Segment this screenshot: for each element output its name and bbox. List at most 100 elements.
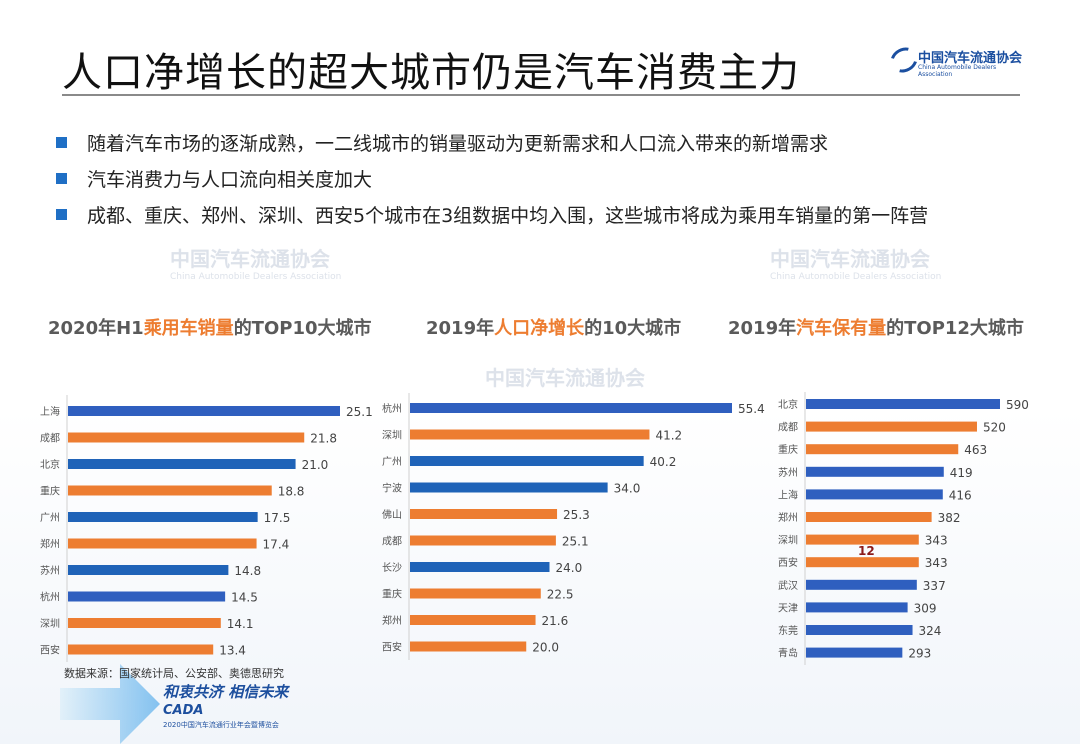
bar [410, 641, 527, 652]
bar [410, 403, 732, 413]
bar [410, 482, 608, 493]
category-label: 重庆 [382, 588, 402, 601]
bar [806, 512, 932, 522]
data-label: 309 [914, 601, 937, 615]
bar [806, 647, 903, 658]
bar [410, 456, 644, 466]
category-label: 成都 [778, 422, 798, 434]
category-label: 深圳 [382, 430, 402, 442]
category-label: 郑州 [382, 614, 402, 627]
footer-slogan: 和衷共济 相信未来 [163, 683, 289, 701]
category-label: 成都 [382, 536, 402, 548]
data-label: 40.2 [650, 455, 677, 469]
watermark: 中国汽车流通协会 [485, 366, 645, 390]
category-label: 东莞 [778, 624, 798, 637]
category-label: 北京 [40, 458, 60, 471]
category-label: 成都 [40, 433, 60, 445]
category-label: 郑州 [40, 538, 60, 551]
bar [68, 565, 229, 575]
data-label: 520 [983, 421, 1006, 435]
data-label: 21.0 [302, 458, 329, 472]
bullet-item: 汽车消费力与人口流向相关度加大 [56, 160, 928, 196]
category-label: 广州 [40, 512, 60, 524]
data-label: 17.4 [263, 538, 290, 552]
category-label: 苏州 [778, 466, 798, 479]
data-label: 590 [1006, 398, 1029, 412]
data-label: 14.1 [227, 617, 254, 631]
category-label: 重庆 [778, 443, 798, 456]
data-label: 24.0 [555, 561, 582, 575]
bar [806, 421, 977, 432]
bar [806, 557, 919, 568]
bullet-list: 随着汽车市场的逐渐成熟，一二线城市的销量驱动为更新需求和人口流入带来的新增需求 … [56, 124, 928, 232]
data-label: 21.8 [310, 432, 337, 446]
bar [410, 509, 558, 519]
category-label: 西安 [382, 641, 402, 654]
data-label: 18.8 [278, 485, 305, 499]
bar [410, 535, 556, 546]
data-label: 416 [949, 488, 972, 502]
bar [806, 579, 917, 590]
bullet-square-icon [56, 172, 67, 184]
bar [68, 459, 296, 469]
category-label: 武汉 [778, 579, 798, 592]
category-label: 上海 [40, 405, 60, 418]
bullet-text: 汽车消费力与人口流向相关度加大 [87, 168, 373, 191]
data-label: 22.5 [547, 588, 574, 602]
bullet-text: 成都、重庆、郑州、深圳、西安5个城市在3组数据中均入围，这些城市将成为乘用车销量… [87, 204, 929, 227]
bullet-item: 成都、重庆、郑州、深圳、西安5个城市在3组数据中均入围，这些城市将成为乘用车销量… [56, 196, 928, 232]
category-label: 杭州 [382, 402, 402, 415]
data-label: 25.1 [346, 405, 373, 419]
chart-title-population: 2019年人口净增长的10大城市 [426, 318, 682, 339]
bar [410, 429, 650, 440]
bar [410, 588, 541, 599]
category-label: 上海 [778, 488, 798, 501]
category-label: 杭州 [40, 591, 60, 604]
bar [806, 489, 943, 500]
category-label: 苏州 [40, 564, 60, 577]
watermark: 中国汽车流通协会 China Automobile Dealers Associa… [770, 247, 942, 282]
bar [68, 512, 258, 522]
bar [68, 432, 305, 443]
category-label: 佛山 [382, 508, 402, 521]
data-label: 20.0 [532, 641, 559, 655]
category-label: 天津 [778, 602, 798, 614]
category-label: 深圳 [40, 618, 60, 630]
bar [410, 615, 536, 625]
data-label: 324 [919, 624, 942, 638]
data-label: 17.5 [264, 511, 291, 525]
bar [806, 625, 913, 635]
bar [68, 644, 214, 655]
data-label: 463 [964, 443, 987, 457]
data-label: 337 [923, 579, 946, 593]
category-label: 北京 [778, 398, 798, 411]
category-label: 西安 [40, 644, 60, 657]
data-label: 14.8 [234, 564, 261, 578]
data-label: 419 [950, 466, 973, 480]
chart-title-ownership: 2019年汽车保有量的TOP12大城市 [728, 318, 1024, 339]
data-label: 41.2 [655, 429, 682, 443]
bullet-text: 随着汽车市场的逐渐成熟，一二线城市的销量驱动为更新需求和人口流入带来的新增需求 [87, 132, 829, 155]
bullet-item: 随着汽车市场的逐渐成熟，一二线城市的销量驱动为更新需求和人口流入带来的新增需求 [56, 124, 928, 160]
bullet-square-icon [56, 136, 67, 148]
category-label: 长沙 [382, 562, 402, 574]
data-label: 343 [925, 534, 948, 548]
bar [68, 618, 221, 628]
footer-expo: 2020中国汽车流通行业年会暨博览会 [163, 721, 279, 729]
data-label: 343 [925, 556, 948, 570]
category-label: 青岛 [778, 647, 798, 660]
data-label: 34.0 [614, 482, 641, 496]
chart-annotation: 12 [858, 544, 875, 558]
bar [806, 466, 944, 477]
bar [806, 444, 959, 455]
logo-cn: 中国汽车流通协会 [918, 51, 1023, 66]
bar [806, 399, 1000, 409]
footer-brand: CADA [163, 703, 204, 718]
data-label: 13.4 [219, 644, 246, 658]
bar [68, 485, 272, 496]
logo-en: China Automobile Dealers Association [918, 64, 997, 78]
bar [68, 538, 257, 549]
category-label: 深圳 [778, 535, 798, 547]
bar [806, 534, 919, 545]
